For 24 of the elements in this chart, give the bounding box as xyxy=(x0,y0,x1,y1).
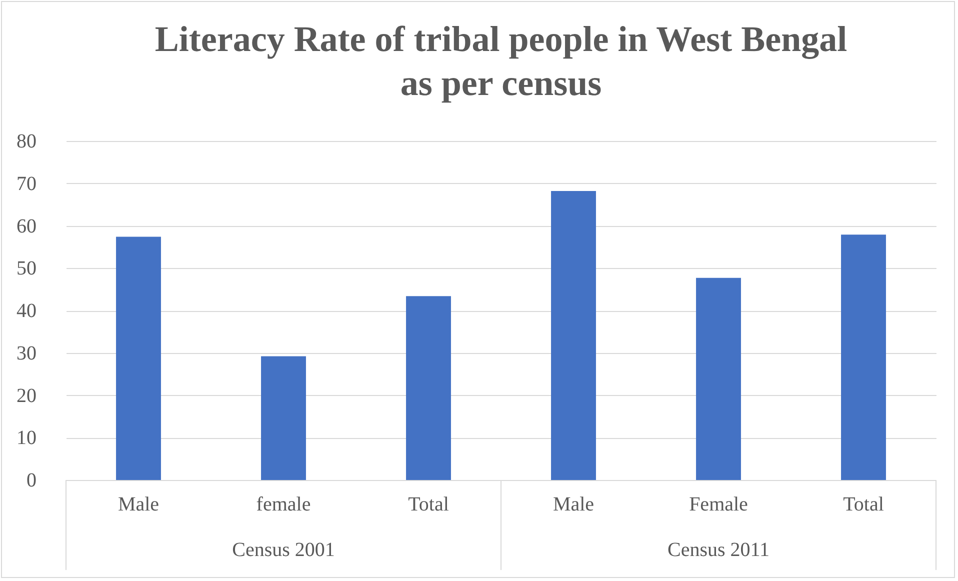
x-tick-label: Total xyxy=(843,494,884,516)
y-tick-label: 40 xyxy=(16,300,36,322)
x-tick-label: Female xyxy=(689,494,748,516)
x-tick-label: Male xyxy=(552,494,594,516)
y-tick-label: 10 xyxy=(16,427,36,450)
y-tick-label: 0 xyxy=(26,470,36,492)
y-tick-label: 70 xyxy=(16,172,36,195)
bar xyxy=(551,191,596,480)
x-tick-label: Total xyxy=(408,494,450,516)
y-tick-label: 30 xyxy=(16,342,36,364)
bar xyxy=(406,296,451,480)
y-tick-label: 20 xyxy=(16,384,36,407)
bar xyxy=(261,356,306,480)
text: Census 2011 xyxy=(667,539,770,561)
y-tick-label: 60 xyxy=(16,215,36,238)
text: Census 2001 xyxy=(232,539,335,561)
x-tick-label: female xyxy=(256,494,311,516)
bar xyxy=(841,234,886,480)
x-tick-label: Male xyxy=(118,494,160,516)
y-tick-label: 50 xyxy=(16,258,36,280)
chart-title: Literacy Rate of tribal people in West Bengal as per census xyxy=(154,19,848,103)
bar xyxy=(696,278,741,480)
bar xyxy=(116,236,161,480)
y-tick-label: 80 xyxy=(16,130,36,152)
